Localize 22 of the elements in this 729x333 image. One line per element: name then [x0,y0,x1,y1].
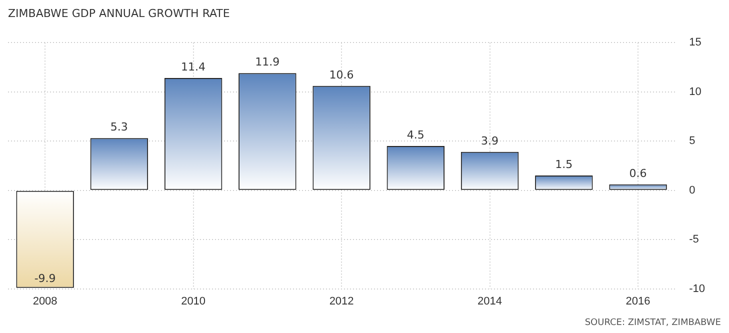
chart-title: ZIMBABWE GDP ANNUAL GROWTH RATE [8,7,230,20]
y-tick-label: 10 [689,86,702,98]
data-label: 11.4 [181,60,206,74]
y-tick-label: 5 [689,135,696,148]
x-tick-label: 2008 [32,295,58,308]
data-label: 5.3 [110,120,128,134]
data-label: 0.6 [629,166,647,180]
data-label: 3.9 [481,134,499,148]
x-tick-label: 2010 [181,295,206,308]
data-label: 4.5 [406,128,424,142]
source-note: SOURCE: ZIMSTAT, ZIMBABWE [584,318,721,328]
x-tick-label: 2014 [478,295,502,308]
y-tick-label: -10 [689,282,706,295]
y-tick-label: 15 [689,36,702,49]
data-label: 1.5 [555,158,573,171]
data-label: -9.9 [34,272,56,286]
x-tick-label: 2012 [329,295,354,308]
y-tick-label: -5 [689,234,699,246]
data-label: 10.6 [329,68,354,82]
data-label: 11.9 [255,55,280,68]
y-tick-label: 0 [689,184,696,196]
x-tick-label: 2016 [626,295,650,308]
